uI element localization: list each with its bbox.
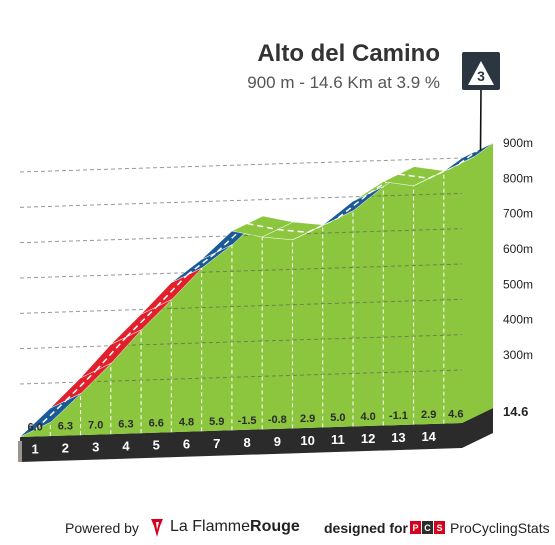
- gradient-label-11: 5.0: [330, 412, 345, 424]
- surface-centerline-8: [247, 222, 278, 231]
- x-tick-label-11: 11: [331, 432, 345, 447]
- surface-centerline-15: [458, 149, 478, 165]
- footer: Powered by La FlammeRouge designed for P…: [0, 516, 555, 542]
- gradient-label-7: 5.9: [209, 416, 224, 428]
- gradient-label-13: -1.1: [389, 410, 408, 422]
- x-tick-label-7: 7: [213, 436, 220, 451]
- profile-right-wall: [462, 143, 493, 423]
- x-tick-label-12: 12: [361, 431, 375, 446]
- surface-centerline-11: [337, 193, 369, 219]
- x-tick-label-2: 2: [62, 441, 69, 456]
- grid-line-400: [19, 334, 463, 350]
- gradient-label-2: 6.3: [58, 421, 73, 433]
- km-band: [20, 408, 493, 462]
- profile-area: [20, 158, 462, 437]
- y-tick-label-400: 400m: [503, 313, 533, 327]
- x-tick-label-5: 5: [153, 438, 160, 453]
- grid-line-900: [19, 157, 463, 173]
- gradient-label-3: 7.0: [88, 420, 103, 432]
- gradient-label-6: 4.8: [179, 417, 194, 429]
- gradient-label-4: 6.3: [118, 419, 133, 431]
- pcs-logo-icon: P C S: [410, 521, 445, 534]
- mountain-icon: 3: [468, 61, 494, 85]
- y-tick-label-900: 900m: [503, 136, 533, 150]
- x-tick-label-6: 6: [183, 437, 190, 452]
- x-tick-label-10: 10: [300, 433, 314, 448]
- final-km-label: 14.6: [503, 404, 528, 419]
- powered-by-text: Powered by: [65, 520, 139, 536]
- category-badge: 3: [462, 52, 500, 90]
- surface-centerline-5: [156, 274, 188, 308]
- x-tick-label-9: 9: [274, 434, 281, 449]
- grid-line-700: [19, 228, 463, 244]
- y-tick-label-700: 700m: [503, 207, 533, 221]
- y-tick-label-800: 800m: [503, 171, 533, 185]
- grid-line-800: [19, 192, 463, 208]
- la-flamme-rouge-brand: La FlammeRouge: [170, 518, 300, 535]
- gradient-label-8: -1.5: [238, 415, 257, 427]
- climb-title: Alto del Camino: [257, 40, 440, 67]
- surface-centerline-10: [307, 217, 339, 233]
- surface-centerline-4: [125, 306, 158, 338]
- grid-line-300: [19, 369, 463, 385]
- grid-line-500: [19, 298, 463, 314]
- gradient-label-15: 4.6: [448, 408, 463, 420]
- y-tick-label-600: 600m: [503, 242, 533, 256]
- gradient-label-9: -0.8: [268, 414, 287, 426]
- surface-centerline-6: [186, 251, 218, 276]
- surface-centerline-9: [277, 228, 309, 234]
- x-tick-label-4: 4: [122, 439, 130, 454]
- surface-centerline-1: [34, 400, 67, 431]
- y-tick-label-500: 500m: [503, 277, 533, 291]
- climb-profile-chart: 300m 400m 500m 600m 700m 800m 900m 6.0 6.3 7.0 6.3…: [18, 89, 533, 462]
- svg-text:S: S: [436, 523, 442, 533]
- svg-text:P: P: [412, 523, 418, 533]
- gradient-label-12: 4.0: [361, 411, 376, 423]
- la-flamme-rouge-logo-icon: [151, 519, 163, 537]
- y-tick-label-300: 300m: [503, 348, 533, 362]
- surface-centerline-13: [398, 173, 430, 180]
- gradient-label-14: 2.9: [421, 409, 436, 421]
- procyclingstats-name: ProCyclingStats: [450, 520, 550, 536]
- x-tick-label-1: 1: [32, 442, 39, 457]
- climb-subtitle: 900 m - 14.6 Km at 3.9 %: [247, 73, 440, 92]
- designed-for-text: designed for: [324, 520, 409, 536]
- surface-centerline-14: [428, 163, 460, 179]
- profile-left-wall: [18, 441, 22, 462]
- gradient-label-10: 2.9: [300, 413, 315, 425]
- surface-centerline-2: [65, 369, 97, 402]
- gradient-label-1: 6.0: [27, 422, 42, 434]
- svg-text:C: C: [424, 523, 431, 533]
- x-tick-label-3: 3: [92, 440, 99, 455]
- x-tick-label-13: 13: [391, 430, 405, 445]
- grid-line-600: [19, 263, 463, 279]
- summit-marker-line: [479, 89, 482, 151]
- x-tick-label-14: 14: [421, 429, 436, 444]
- x-tick-label-8: 8: [243, 435, 250, 450]
- surface-centerline-3: [95, 336, 127, 371]
- gradient-label-5: 6.6: [149, 418, 164, 430]
- category-number: 3: [477, 68, 485, 84]
